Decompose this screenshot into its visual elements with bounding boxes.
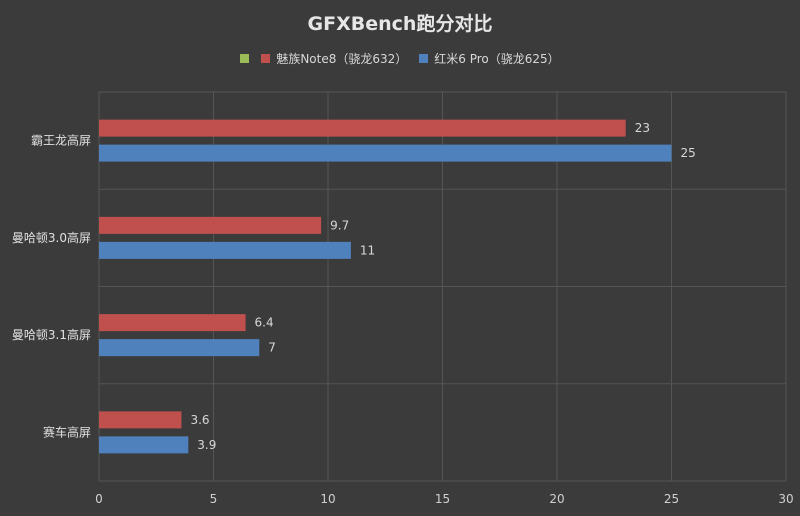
legend-item-series-1: 魅族Note8（骁龙632） — [261, 50, 407, 67]
data-label-s1-c0: 23 — [635, 121, 650, 135]
category-label-3: 赛车高屏 — [43, 424, 91, 439]
bar-s2-c1 — [99, 241, 351, 259]
bar-s1-c2 — [99, 314, 246, 332]
legend-swatch-blue — [419, 54, 429, 63]
bar-s1-c0 — [99, 119, 626, 137]
x-tick-label-6: 30 — [778, 492, 793, 506]
legend-swatch-red — [261, 54, 271, 63]
chart-legend: 魅族Note8（骁龙632） 红米6 Pro（骁龙625） — [0, 50, 800, 67]
x-tick-label-5: 25 — [664, 492, 679, 506]
x-tick-label-3: 15 — [435, 492, 450, 506]
legend-item-empty — [240, 50, 250, 67]
category-label-1: 曼哈顿3.0高屏 — [12, 230, 91, 245]
bar-s2-c2 — [99, 339, 260, 357]
data-label-s1-c2: 6.4 — [255, 316, 274, 330]
data-label-s2-c2: 7 — [268, 341, 276, 355]
category-label-0: 霸王龙高屏 — [31, 133, 91, 148]
bar-s2-c3 — [99, 436, 189, 454]
chart-title: GFXBench跑分对比 — [307, 13, 493, 35]
data-label-s1-c3: 3.6 — [190, 413, 209, 427]
x-tick-label-4: 20 — [549, 492, 564, 506]
data-label-s1-c1: 9.7 — [330, 218, 349, 232]
bar-s1-c3 — [99, 411, 182, 429]
x-tick-label-0: 0 — [95, 492, 103, 506]
data-label-s2-c0: 25 — [681, 146, 696, 160]
legend-swatch-green — [240, 54, 250, 63]
data-label-s2-c1: 11 — [360, 243, 375, 257]
legend-label-series-1: 魅族Note8（骁龙632） — [276, 52, 408, 66]
bar-s1-c1 — [99, 216, 322, 234]
data-label-s2-c3: 3.9 — [197, 438, 216, 452]
legend-label-series-2: 红米6 Pro（骁龙625） — [434, 52, 560, 66]
category-label-2: 曼哈顿3.1高屏 — [12, 327, 91, 342]
legend-item-series-2: 红米6 Pro（骁龙625） — [419, 50, 560, 67]
x-tick-label-2: 10 — [320, 492, 335, 506]
x-tick-label-1: 5 — [210, 492, 218, 506]
bar-s2-c0 — [99, 144, 672, 162]
